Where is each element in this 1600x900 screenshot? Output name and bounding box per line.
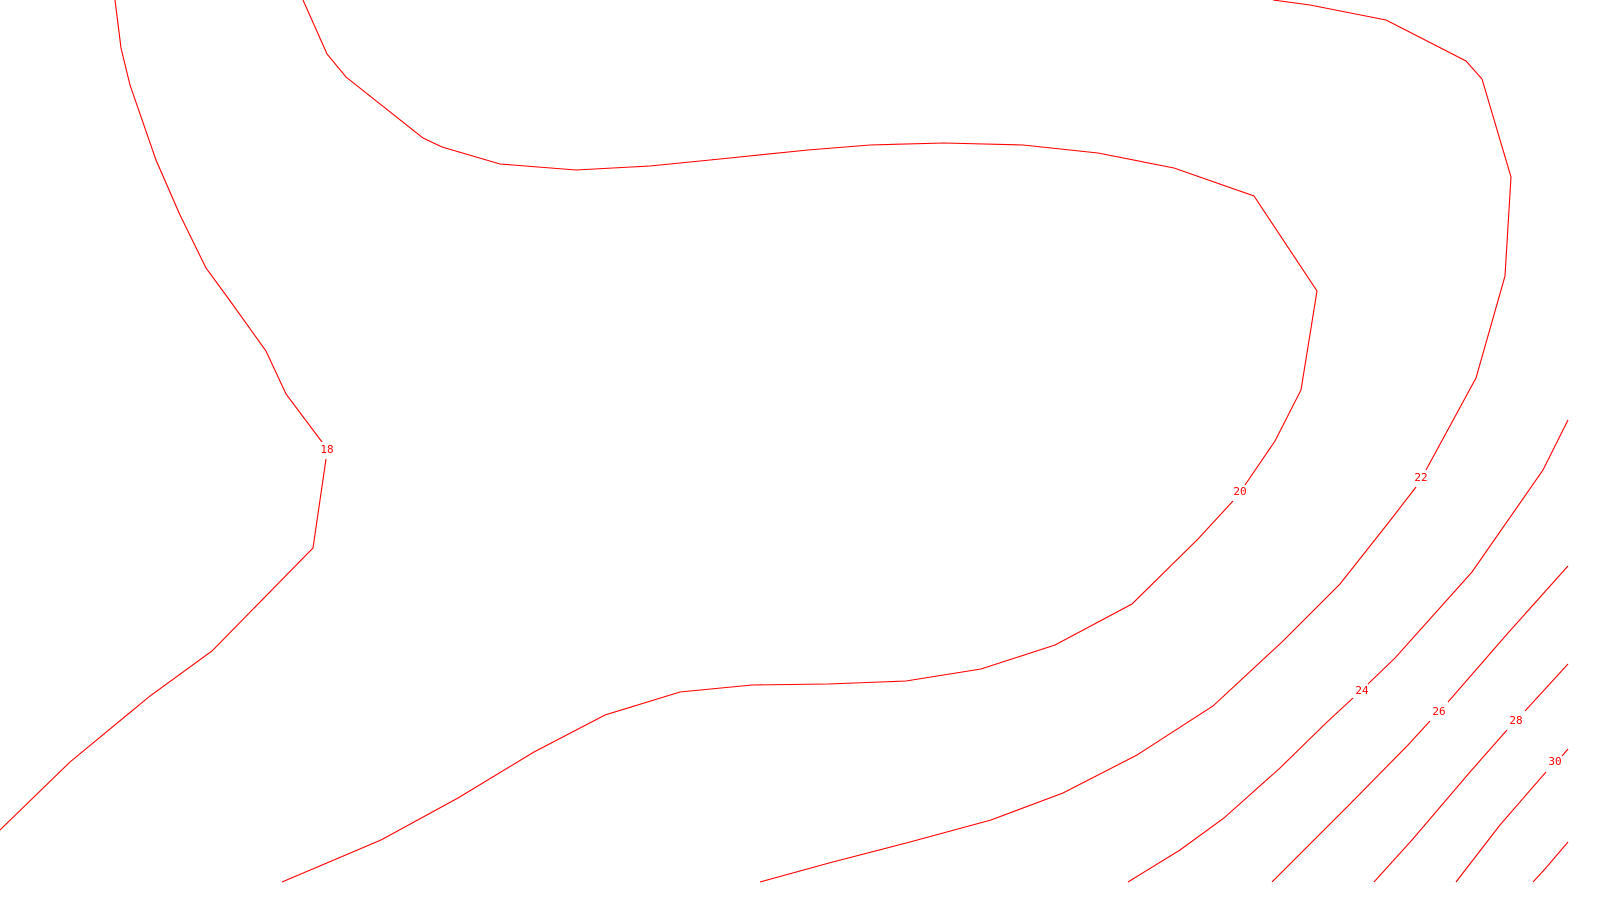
contour-line-26-segment-2: [1271, 720, 1431, 883]
contour-line-22-segment-2: [759, 486, 1417, 883]
contour-label-26: 26: [1432, 705, 1445, 718]
contour-line-28-segment-2: [1373, 729, 1508, 883]
contour-label-20: 20: [1233, 485, 1246, 498]
contour-line-24-segment-2: [1127, 697, 1354, 883]
contour-label-30: 30: [1548, 755, 1561, 768]
contour-line-30-segment-2: [1455, 771, 1547, 883]
contour-labels-group: 18 20 22 24 26 28 30: [320, 443, 1561, 768]
contour-line-30-segment-1: [1561, 748, 1569, 757]
contour-label-18: 18: [320, 443, 333, 456]
contour-line-20-segment-2: [281, 500, 1234, 883]
contour-lines-group: [0, 0, 1569, 883]
contour-line-18-segment-1: [114, 0, 323, 443]
contour-label-22: 22: [1414, 471, 1427, 484]
contour-line-18-segment-2: [0, 458, 327, 831]
contour-line-28-segment-1: [1524, 663, 1569, 712]
contour-label-28: 28: [1509, 714, 1522, 727]
contour-label-24: 24: [1355, 684, 1369, 697]
contour-line-unlabeled-segment-1: [1532, 841, 1569, 883]
contour-line-22-segment-1: [1272, 0, 1512, 471]
contour-line-20-segment-1: [302, 0, 1318, 486]
contour-line-26-segment-1: [1447, 565, 1569, 703]
contour-line-24-segment-1: [1367, 419, 1569, 685]
